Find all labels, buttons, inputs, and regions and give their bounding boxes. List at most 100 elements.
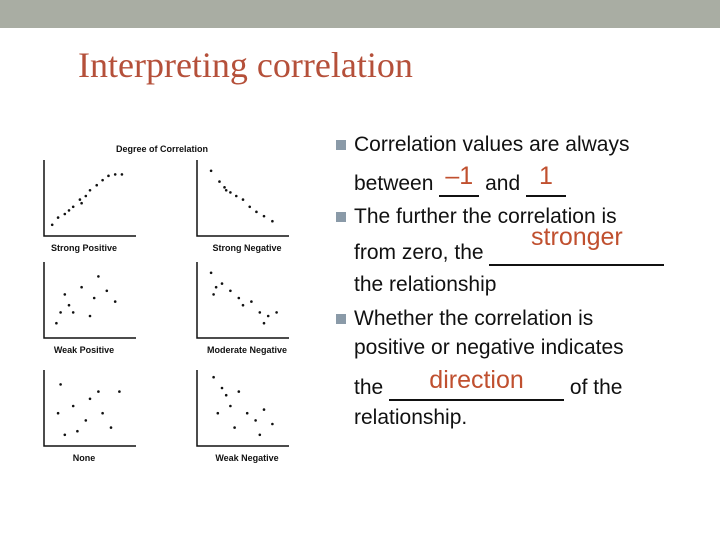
dot — [258, 433, 262, 437]
dot — [237, 296, 241, 300]
dot — [234, 194, 238, 198]
dot — [59, 311, 62, 314]
dot — [262, 321, 266, 325]
dot — [50, 223, 54, 227]
panel-label: Weak Negative — [215, 453, 278, 463]
text: of the — [569, 376, 623, 399]
panel-axes — [196, 262, 289, 339]
dot — [92, 296, 96, 300]
dot — [271, 219, 274, 223]
dot — [113, 173, 117, 176]
dot — [71, 311, 75, 314]
text: from zero, the — [354, 241, 484, 264]
dot — [63, 433, 67, 437]
dot — [56, 216, 60, 219]
dot — [241, 198, 245, 201]
text: and — [485, 172, 521, 195]
dot — [212, 375, 215, 379]
dot — [209, 169, 213, 173]
bullet-line: Correlation values are always — [354, 133, 630, 156]
dot — [56, 411, 60, 415]
dot — [218, 180, 221, 183]
panel-label: Weak Positive — [54, 345, 114, 355]
dot — [97, 275, 100, 278]
dot — [255, 210, 258, 214]
bullet-line: between –1 and 1 — [354, 164, 566, 197]
dot — [80, 201, 83, 205]
figure-title: Degree of Correlation — [116, 144, 208, 154]
answer: –1 — [445, 162, 474, 190]
dot — [55, 321, 58, 325]
blank: 1 — [525, 164, 566, 197]
text: between — [354, 172, 434, 195]
bullet-line: Whether the correlation is — [354, 307, 594, 330]
dot — [59, 383, 62, 386]
slide-title: Interpreting correlation — [78, 45, 413, 85]
dot — [105, 289, 109, 293]
dot — [220, 386, 224, 390]
dot — [258, 311, 262, 314]
dot — [63, 212, 67, 216]
dot — [245, 411, 249, 415]
dot — [107, 174, 110, 178]
blank: –1 — [439, 164, 480, 197]
dot — [67, 303, 71, 307]
dot — [262, 214, 266, 218]
bullet-marker — [336, 212, 346, 222]
dot — [95, 183, 99, 187]
top-bar — [0, 0, 720, 28]
dot — [216, 411, 220, 415]
panel-label: Moderate Negative — [207, 345, 287, 355]
dot — [229, 404, 232, 408]
dot — [212, 293, 215, 296]
dot — [67, 209, 71, 212]
answer: 1 — [539, 162, 553, 190]
bullet-line: The further the correlation is — [354, 205, 617, 228]
blank: stronger — [489, 225, 665, 266]
answer: direction — [429, 366, 524, 394]
bullet-marker — [336, 314, 346, 324]
dot — [97, 390, 100, 393]
dot — [118, 390, 121, 393]
panel-axes — [43, 370, 136, 447]
panel-axes — [43, 160, 136, 237]
dot — [275, 311, 278, 314]
dot — [80, 285, 83, 289]
dot — [113, 300, 117, 303]
dot — [224, 188, 228, 192]
dot — [63, 293, 67, 296]
panel-axes — [43, 262, 136, 339]
dot — [241, 303, 245, 307]
text: the — [354, 376, 384, 399]
panel-axes — [196, 370, 289, 447]
dot — [224, 393, 228, 397]
panel-axes — [196, 160, 289, 237]
dot — [209, 271, 213, 275]
panel-label: None — [73, 453, 96, 463]
dot — [88, 188, 92, 192]
dot — [229, 289, 232, 293]
panel-label: Strong Positive — [51, 243, 117, 253]
dot — [101, 178, 104, 182]
dot — [262, 408, 266, 411]
dot — [223, 186, 226, 189]
answer: stronger — [531, 223, 623, 251]
bullet-line: positive or negative indicates — [354, 336, 624, 359]
dot — [220, 282, 224, 285]
dot — [266, 314, 270, 318]
dot — [254, 419, 257, 422]
dot — [237, 390, 241, 393]
dot — [229, 191, 232, 194]
bullet-line: from zero, the stronger — [354, 225, 665, 266]
correlation-figure: Degree of Correlation Strong Positive Str… — [43, 144, 289, 463]
bullet-line: the relationship — [354, 273, 497, 296]
dot — [233, 426, 236, 429]
dot — [101, 411, 104, 415]
dot — [84, 194, 88, 198]
dot — [76, 429, 79, 433]
dot — [214, 285, 218, 289]
panel-label: Strong Negative — [212, 243, 281, 253]
dot — [71, 205, 75, 209]
dot — [78, 198, 82, 201]
